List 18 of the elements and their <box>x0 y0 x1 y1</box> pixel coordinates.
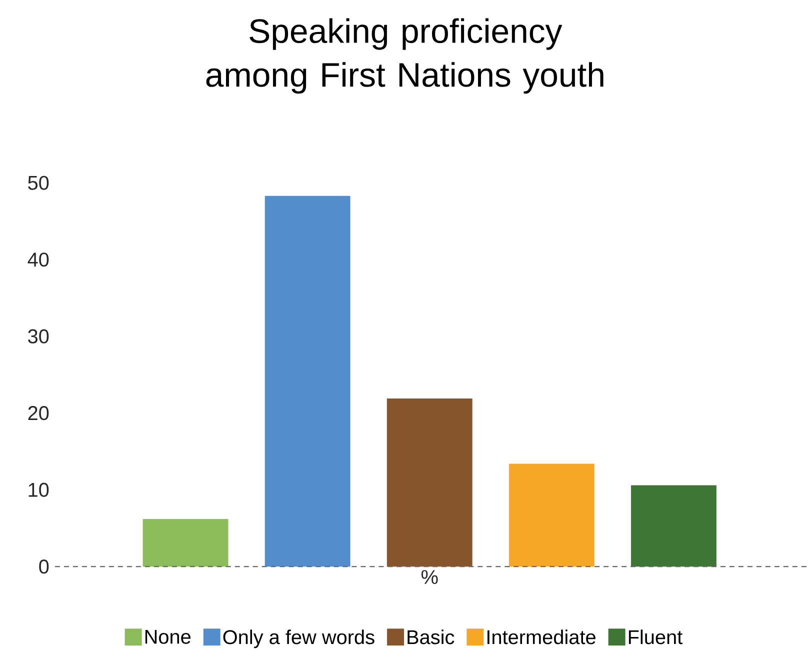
y-tick-label: 50 <box>28 176 49 190</box>
bar <box>264 196 350 567</box>
bar <box>386 398 472 567</box>
legend-label: Only a few words <box>223 630 374 648</box>
y-tick-label: 30 <box>28 330 49 344</box>
y-tick-label: 0 <box>39 560 49 574</box>
legend-label: None <box>145 630 190 644</box>
chart-title: Speaking proficiency among First Nations youth <box>206 18 604 94</box>
bar <box>631 485 716 567</box>
y-tick-label: 40 <box>28 252 49 267</box>
legend-label: Basic <box>408 630 454 644</box>
legend-label: Fluent <box>628 630 682 644</box>
bar <box>508 464 594 567</box>
x-tick-label: % <box>421 570 438 584</box>
legend-label: Intermediate <box>488 630 596 644</box>
y-tick-label: 10 <box>28 483 49 498</box>
bar <box>142 519 228 567</box>
y-tick-label: 20 <box>28 406 49 420</box>
